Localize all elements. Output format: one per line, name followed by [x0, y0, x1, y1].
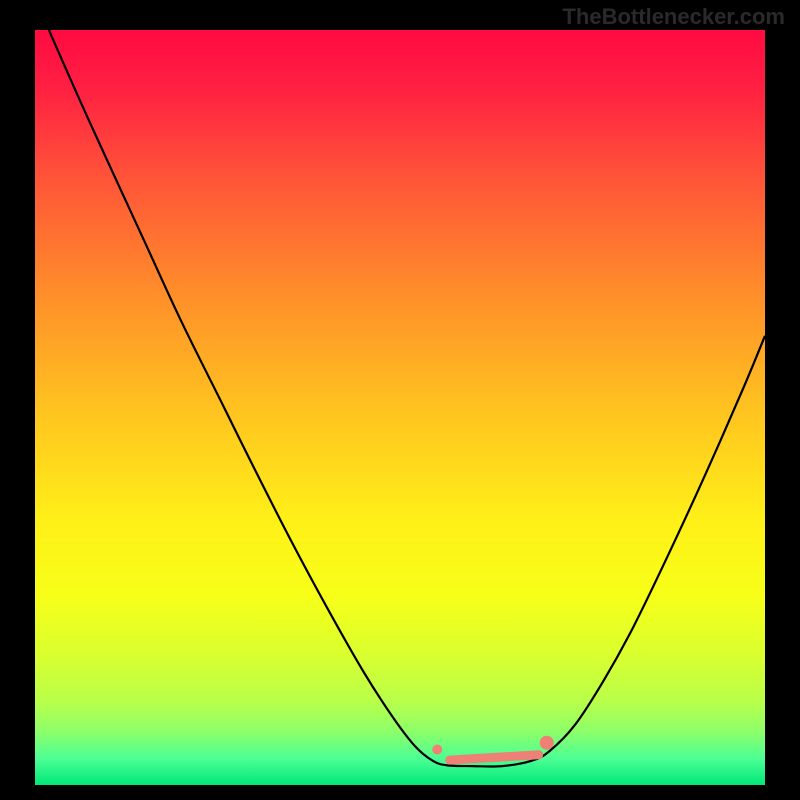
- highlight-markers: [0, 0, 800, 800]
- watermark-text: TheBottlenecker.com: [562, 4, 785, 30]
